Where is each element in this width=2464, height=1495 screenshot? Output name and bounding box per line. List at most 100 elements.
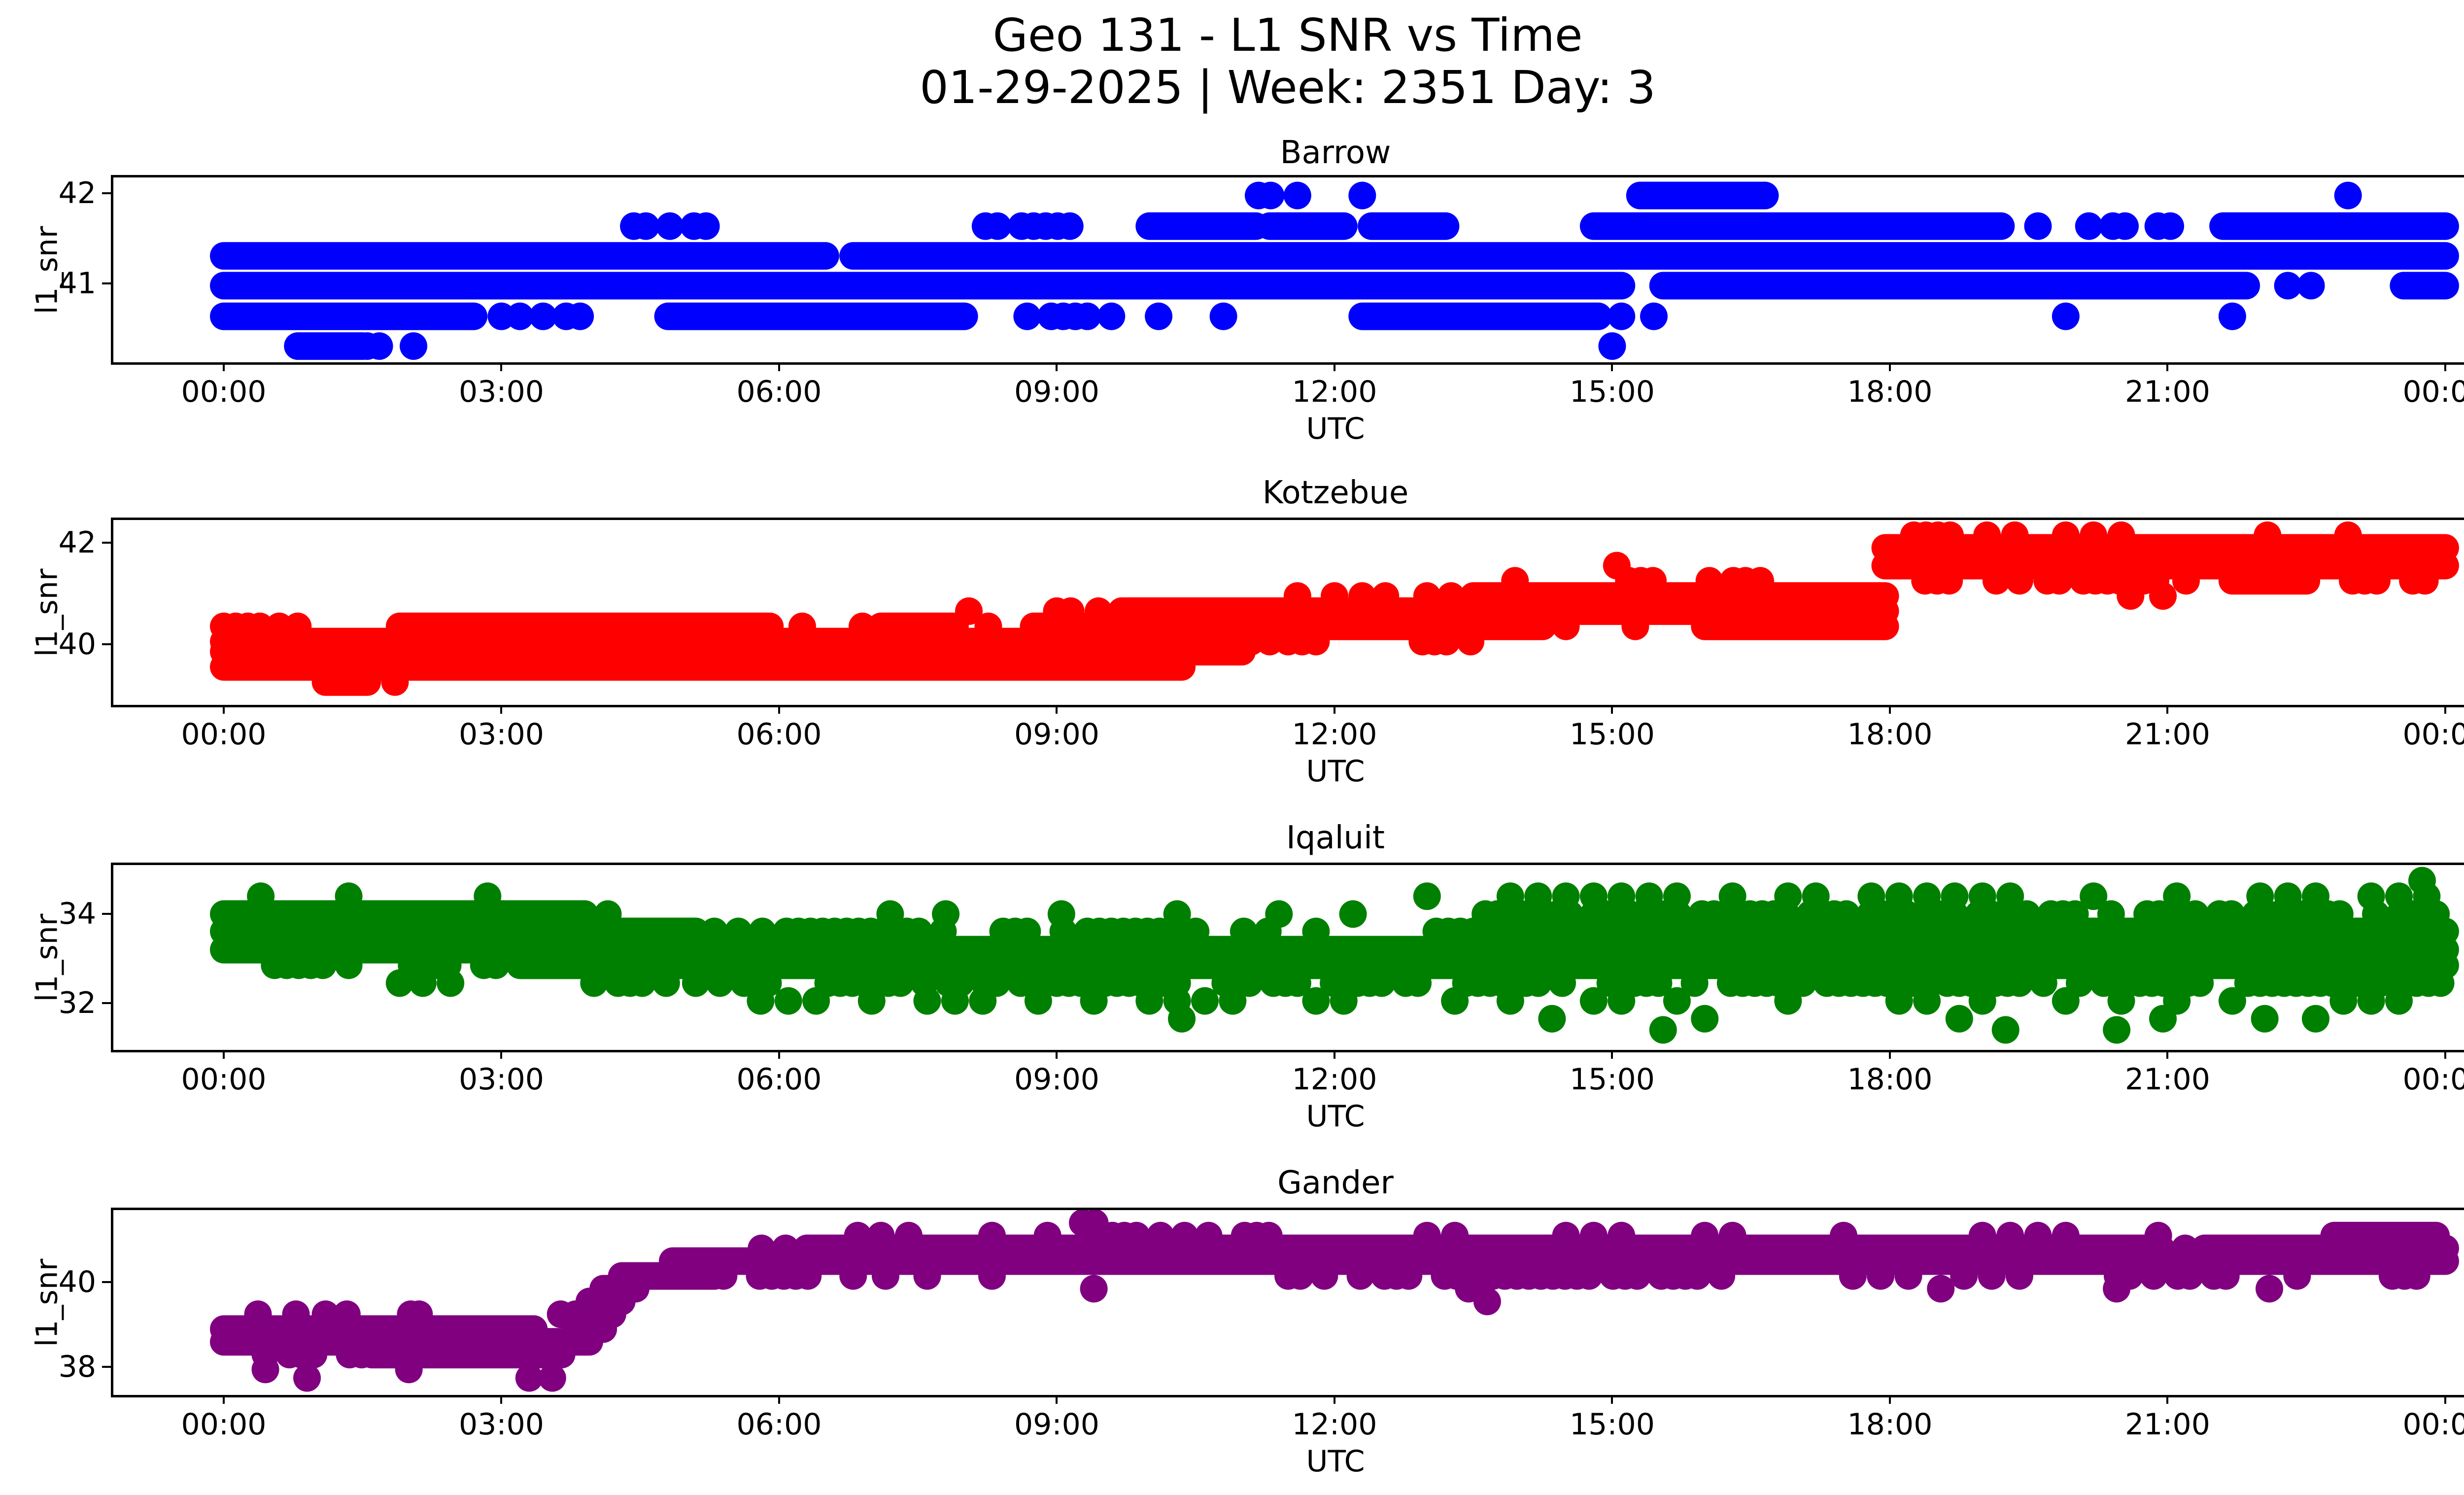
data-point [1395,1262,1423,1290]
data-point [1913,987,1941,1015]
data-point [251,1356,279,1384]
x-tick-label: 09:00 [1014,717,1099,752]
data-point [1209,302,1237,330]
data-point [2140,1262,2168,1290]
y-tick-mark [102,643,111,645]
x-axis-label-barrow: UTC [1306,412,1365,446]
x-tick-label: 00:00 [181,1062,267,1097]
data-point [1219,987,1247,1015]
data-point [632,212,660,240]
data-point [1640,302,1668,330]
x-axis-label-iqaluit: UTC [1306,1099,1365,1134]
data-point [1867,1262,1895,1290]
dense-run [1358,212,1460,240]
plot-area-iqaluit [111,863,2464,1052]
data-point [2218,302,2246,330]
data-point [913,987,941,1015]
data-point [1441,987,1469,1015]
data-point [2052,302,2080,330]
data-point [1302,627,1330,656]
x-tick-mark [1333,362,1335,371]
x-tick-label: 03:00 [459,375,544,409]
x-tick-label: 03:00 [459,717,544,752]
data-point [913,1262,941,1290]
dense-run [2218,567,2321,595]
data-point [2251,1005,2279,1033]
subplot-title-barrow: Barrow [1280,135,1391,171]
x-tick-label: 09:00 [1014,1407,1099,1442]
x-tick-mark [2444,362,2446,371]
figure-title-line1: Geo 131 - L1 SNR vs Time [992,9,1583,62]
data-point [2301,1005,2329,1033]
data-point [839,1262,867,1290]
data-point [1024,987,1052,1015]
x-tick-label: 18:00 [1847,1062,1933,1097]
data-point [2427,969,2455,997]
data-point [1950,1262,1978,1290]
data-point [1621,612,1649,640]
data-point [2256,1275,2284,1303]
y-tick-label: 42 [58,525,96,560]
x-tick-label: 00:00 [181,717,267,752]
data-point [2080,882,2108,910]
data-point [1168,1005,1196,1033]
data-point [293,1364,321,1392]
data-point [2149,1005,2177,1033]
x-tick-mark [223,1395,225,1404]
data-point [566,302,594,330]
data-point [1708,1262,1736,1290]
x-tick-label: 00:00 [2402,1407,2464,1442]
data-point [2005,969,2033,997]
data-point [409,969,437,997]
dense-run [1348,302,1612,330]
data-point [984,212,1012,240]
data-point [1680,969,1709,997]
data-point [1257,181,1285,209]
data-point [969,987,997,1015]
data-point [692,212,720,240]
data-point [1608,302,1636,330]
data-point [887,969,915,997]
data-point [1751,181,1779,209]
x-tick-mark [1611,362,1613,371]
data-point [1623,1262,1651,1290]
data-point [1080,1275,1108,1303]
x-tick-mark [1611,1395,1613,1404]
data-point [2411,567,2439,595]
x-tick-mark [2444,1395,2446,1404]
data-point [2176,1262,2204,1290]
x-tick-label: 06:00 [736,717,822,752]
data-point [2283,1262,2311,1290]
data-point [1013,302,1041,330]
data-point [395,1356,423,1384]
data-point [1145,302,1173,330]
dense-run [839,242,2459,270]
data-point [2111,212,2139,240]
data-point [2103,1275,2131,1303]
dense-run [1649,272,2260,300]
data-point [335,951,363,979]
dense-run [1626,181,1779,209]
dense-run [210,936,515,964]
data-point [978,1262,1006,1290]
data-point [2075,212,2103,240]
x-tick-label: 18:00 [1847,1407,1933,1442]
data-point [1839,1262,1867,1290]
data-point [2156,212,2185,240]
data-point [437,969,465,997]
x-tick-label: 18:00 [1847,375,1933,409]
data-point [2024,212,2052,240]
x-tick-label: 00:00 [181,1407,267,1442]
x-tick-mark [2444,1050,2446,1059]
plot-area-barrow [111,175,2464,365]
x-tick-mark [223,705,225,714]
data-point [2005,567,2033,595]
x-tick-label: 03:00 [459,1062,544,1097]
data-point [1346,1262,1374,1290]
data-point [628,969,656,997]
data-point [1283,181,1311,209]
data-point [2329,987,2358,1015]
data-point [1885,987,1913,1015]
x-tick-mark [1888,362,1891,371]
data-point [1473,1287,1501,1316]
